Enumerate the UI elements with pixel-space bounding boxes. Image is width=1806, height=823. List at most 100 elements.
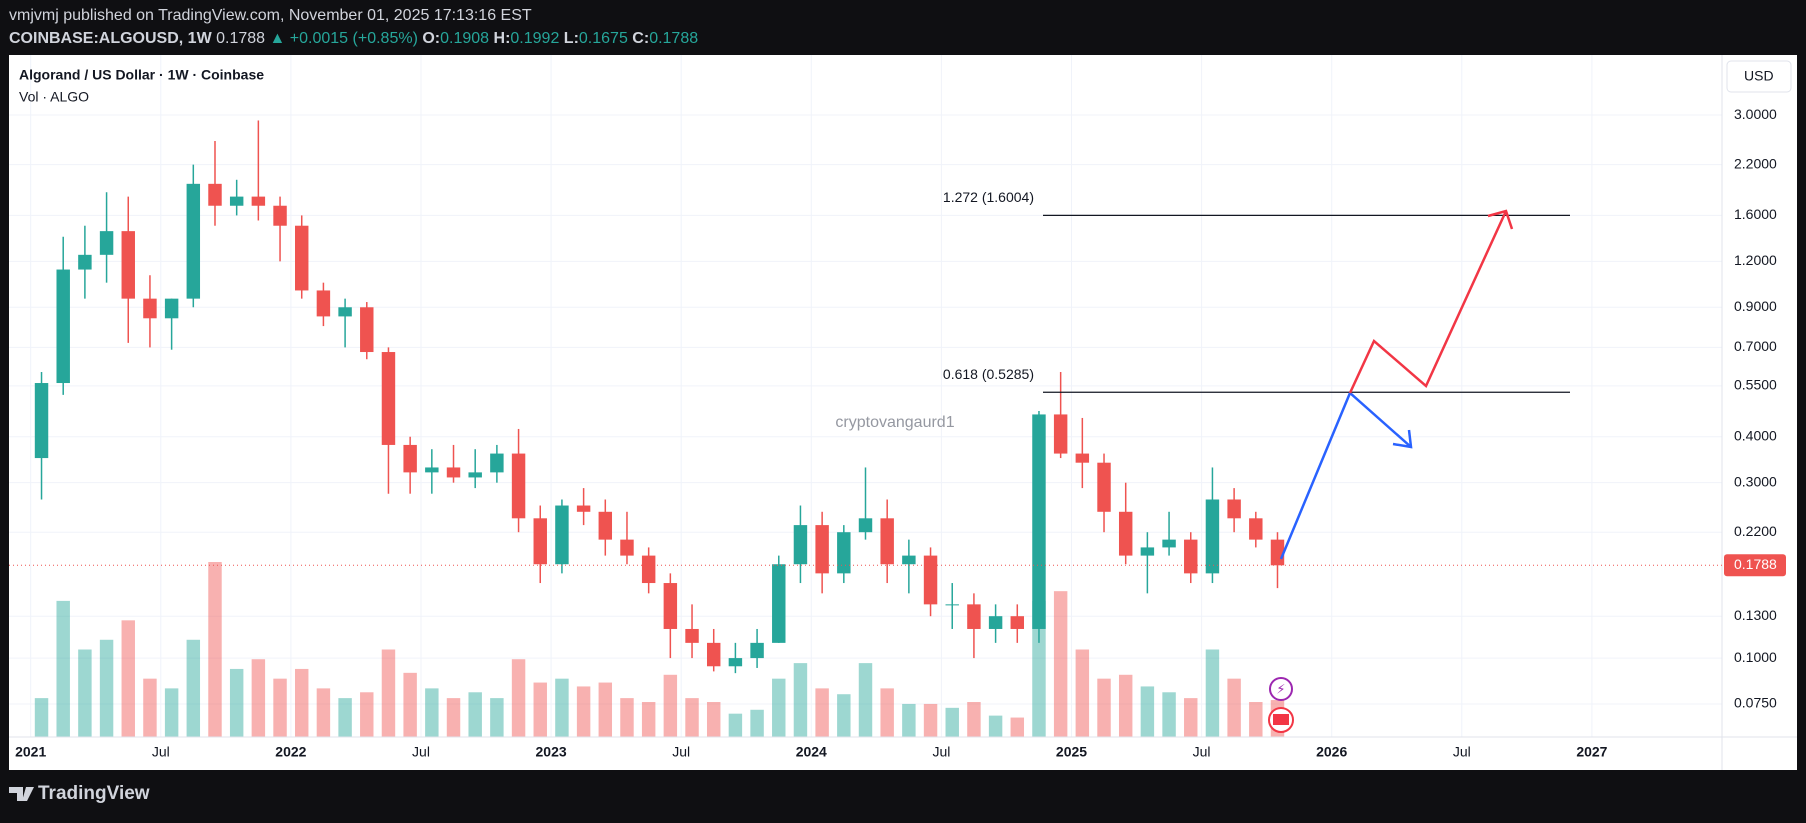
open-value: 0.1908 [440, 30, 489, 47]
volume-bar [316, 688, 331, 737]
open-label: O: [422, 30, 440, 47]
volume-bar [923, 703, 938, 737]
volume-bar [880, 688, 894, 737]
high-value: 0.1992 [510, 30, 559, 47]
volume-bar [1184, 698, 1198, 737]
volume-bar [295, 668, 309, 737]
watermark: cryptovangaurd1 [835, 414, 954, 431]
volume-bar [229, 668, 244, 737]
x-tick-label: Jul [152, 744, 170, 760]
volume-bar [663, 674, 678, 737]
published-line: vmjvmj published on TradingView.com, Nov… [9, 7, 532, 24]
candle-body [403, 444, 417, 473]
last-price-box [1724, 554, 1786, 577]
volume-bar [1075, 649, 1090, 737]
currency-button[interactable] [1726, 60, 1792, 93]
candle-body [858, 518, 873, 533]
volume-bar [381, 649, 396, 737]
x-tick-label: 2025 [1056, 744, 1087, 760]
volume-bar [1053, 591, 1068, 737]
candle-body [663, 583, 678, 629]
candle-body [772, 564, 786, 643]
volume-bar [34, 698, 49, 737]
x-tick-label: Jul [1193, 744, 1211, 760]
candle-body [425, 467, 439, 473]
currency-label[interactable]: USD [1744, 68, 1774, 84]
volume-bar [56, 600, 70, 737]
candle-body [1184, 539, 1198, 574]
flag-icon-glyph[interactable] [1273, 714, 1289, 725]
candle-body [1205, 499, 1220, 574]
x-tick-label: Jul [1453, 744, 1471, 760]
volume-bar [728, 713, 743, 737]
x-tick-label: 2027 [1576, 744, 1607, 760]
volume-bar [945, 707, 959, 737]
volume-bar [1140, 686, 1155, 737]
low-label: L: [564, 30, 579, 47]
candle-body [750, 642, 764, 659]
volume-pane [34, 562, 1285, 737]
candle-body [1075, 453, 1090, 463]
candle-body [880, 518, 894, 565]
volume-bar [1249, 702, 1263, 737]
candle-body [902, 555, 916, 565]
chart-panel [9, 55, 1797, 770]
y-tick-label: 0.4000 [1734, 427, 1777, 443]
volume-bar [186, 639, 201, 737]
candle-body [34, 383, 49, 459]
chart-title: Algorand / US Dollar · 1W · Coinbase [19, 67, 264, 83]
volume-bar [598, 682, 613, 737]
candles [34, 120, 1285, 674]
candle-body [446, 467, 461, 478]
volume-bar [772, 678, 786, 737]
y-tick-label: 0.1000 [1734, 649, 1777, 665]
candle-body [338, 307, 352, 317]
volume-bar [1118, 674, 1133, 737]
candle-body [143, 298, 157, 319]
candle-body [164, 298, 179, 319]
candle-body [967, 604, 981, 629]
candle-body [99, 231, 114, 255]
candle-body [511, 453, 526, 519]
blue-arrow-head [1392, 429, 1413, 449]
candle-body [1032, 414, 1046, 629]
fib-label: 0.618 (0.5285) [943, 366, 1034, 382]
candle-body [706, 642, 721, 667]
y-tick-label: 0.5500 [1734, 377, 1777, 393]
x-tick-label: Jul [412, 744, 430, 760]
candle-body [78, 254, 92, 270]
candle-body [620, 539, 634, 556]
volume-bar [837, 694, 851, 737]
candle-body [988, 616, 1003, 629]
event-icon[interactable] [1269, 677, 1293, 701]
candle-body [641, 555, 656, 584]
y-tick-label: 0.2200 [1734, 523, 1777, 539]
candle-body [945, 604, 959, 606]
candle-body [837, 532, 851, 574]
candle-body [186, 183, 201, 299]
candle-body [229, 196, 244, 206]
candle-body [56, 269, 70, 384]
volume-bar [706, 702, 721, 737]
candle-body [555, 505, 569, 565]
event-icon-glyph[interactable]: ⚡ [1276, 681, 1285, 696]
volume-bar [576, 686, 591, 737]
volume-bar [1205, 649, 1220, 737]
candle-body [1010, 616, 1025, 629]
brand-name: TradingView [38, 783, 150, 804]
volume-bar [555, 678, 569, 737]
candle-body [533, 518, 547, 565]
red-arrow [1348, 210, 1508, 394]
candle-body [685, 628, 699, 643]
y-tick-label: 0.9000 [1734, 298, 1777, 314]
last-price-label: 0.1788 [1734, 556, 1777, 572]
volume-bar [988, 715, 1003, 737]
candle-body [815, 525, 829, 574]
fib-label: 1.272 (1.6004) [943, 189, 1034, 205]
x-tick-label: 2026 [1316, 744, 1347, 760]
x-tick-label: Jul [932, 744, 950, 760]
volume-bar [446, 698, 461, 737]
low-value: 0.1675 [579, 30, 628, 47]
y-tick-label: 3.0000 [1734, 106, 1777, 122]
volume-bar [967, 702, 981, 737]
